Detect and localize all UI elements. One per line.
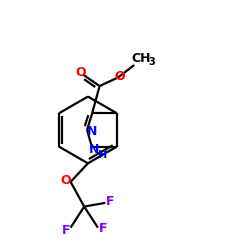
Text: N: N: [87, 125, 98, 138]
Text: O: O: [114, 70, 125, 83]
Text: H: H: [98, 150, 108, 160]
Text: F: F: [98, 222, 107, 235]
Text: O: O: [76, 66, 86, 79]
Text: F: F: [106, 195, 114, 208]
Text: F: F: [62, 224, 70, 236]
Text: N: N: [89, 142, 100, 156]
Text: 3: 3: [148, 57, 155, 67]
Text: O: O: [60, 174, 71, 187]
Text: CH: CH: [132, 52, 151, 65]
